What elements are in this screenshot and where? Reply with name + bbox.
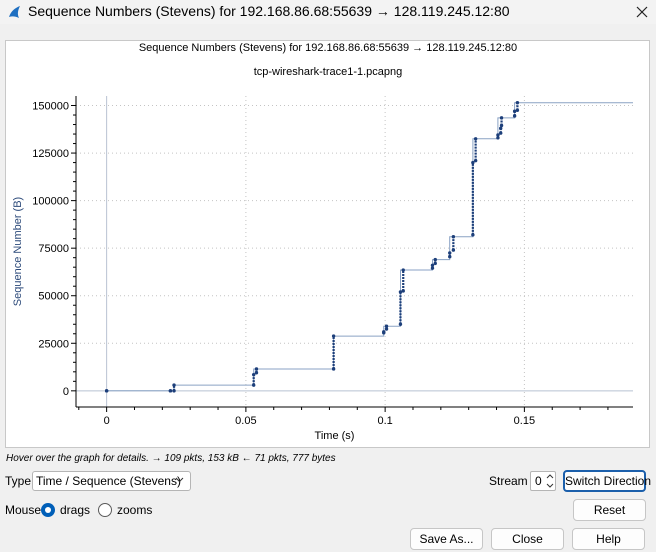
packet-point <box>251 383 256 387</box>
drags-radio[interactable] <box>41 503 55 517</box>
type-select-value: Time / Sequence (Stevens) <box>36 474 181 488</box>
packet-point <box>172 389 176 393</box>
packet-point <box>471 233 475 237</box>
packet-point <box>499 131 503 135</box>
packet-point <box>499 116 504 120</box>
packet-point <box>398 290 403 294</box>
packet-point <box>473 137 478 141</box>
type-select[interactable]: Time / Sequence (Stevens) <box>32 471 191 491</box>
packet-point <box>398 322 403 326</box>
packet-point <box>172 383 176 387</box>
packet-point <box>384 327 389 331</box>
x-tick-label: 0.1 <box>377 415 392 427</box>
y-tick-label: 75000 <box>38 243 69 255</box>
type-label: Type <box>5 474 32 488</box>
stream-value: 0 <box>535 474 542 488</box>
x-axis-label: Time (s) <box>315 430 355 442</box>
spin-up-icon[interactable] <box>545 472 555 481</box>
packet-point <box>401 289 405 293</box>
packet-point <box>331 367 336 371</box>
save-as-button[interactable]: Save As... <box>410 528 483 550</box>
close-button[interactable]: Close <box>491 528 564 550</box>
packet-point <box>433 261 437 266</box>
packet-point <box>496 133 500 137</box>
help-button[interactable]: Help <box>572 528 645 550</box>
packet-point <box>451 235 456 239</box>
mouse-label: Mouse <box>5 503 42 517</box>
packet-point <box>433 257 437 262</box>
stream-spinbox[interactable]: 0 <box>530 471 556 491</box>
packet-point <box>382 331 386 335</box>
stream-label: Stream <box>489 474 528 488</box>
hover-hint: Hover over the graph for details. → 109 … <box>6 453 336 464</box>
zooms-label[interactable]: zooms <box>117 503 153 517</box>
y-tick-label: 150000 <box>32 101 69 113</box>
packet-point <box>451 248 456 252</box>
packet-point <box>471 160 475 165</box>
y-axis-label: Sequence Number (B) <box>12 197 24 306</box>
packet-point <box>401 268 405 272</box>
packet-point <box>515 100 520 105</box>
packet-point <box>168 389 173 393</box>
chevron-down-icon <box>175 477 184 483</box>
reset-button[interactable]: Reset <box>573 499 646 521</box>
title-bar: Sequence Numbers (Stevens) for 192.168.8… <box>0 0 656 24</box>
spin-down-icon[interactable] <box>545 481 555 490</box>
y-tick-label: 125000 <box>32 148 69 160</box>
x-tick-label: 0 <box>104 415 110 427</box>
chart-subtitle: tcp-wireshark-trace1-1.pcapng <box>254 66 403 78</box>
y-tick-label: 0 <box>63 386 69 398</box>
packet-point <box>254 371 259 375</box>
y-tick-label: 50000 <box>38 291 69 303</box>
packet-point <box>430 263 435 267</box>
sequence-chart[interactable]: Sequence Numbers (Stevens) for 192.168.8… <box>6 41 651 449</box>
y-tick-label: 25000 <box>38 338 69 350</box>
packet-point <box>430 266 435 270</box>
drags-label[interactable]: drags <box>60 503 91 517</box>
packet-point <box>473 158 478 163</box>
packet-point <box>496 136 500 140</box>
window-title: Sequence Numbers (Stevens) for 192.168.8… <box>28 3 510 19</box>
packet-point <box>104 389 109 393</box>
zooms-radio[interactable] <box>98 503 112 517</box>
y-tick-label: 100000 <box>32 196 69 208</box>
packet-point <box>254 367 259 371</box>
packet-point <box>331 334 336 338</box>
packet-point <box>499 126 503 131</box>
packet-point <box>251 372 256 377</box>
window-close-button[interactable] <box>628 0 656 24</box>
x-tick-label: 0.05 <box>235 415 256 427</box>
packet-point <box>448 255 452 259</box>
x-tick-label: 0.15 <box>514 415 535 427</box>
packet-point <box>448 251 452 255</box>
packet-point <box>384 324 389 328</box>
graph-area[interactable]: Sequence Numbers (Stevens) for 192.168.8… <box>5 40 650 448</box>
switch-direction-button[interactable]: Switch Direction <box>563 470 651 492</box>
close-icon <box>636 6 648 18</box>
packet-point <box>515 108 520 112</box>
chart-title: Sequence Numbers (Stevens) for 192.168.8… <box>139 42 517 54</box>
packet-point <box>499 123 504 128</box>
wireshark-fin-icon <box>9 6 20 18</box>
window-line <box>106 102 633 392</box>
packet-point <box>512 109 517 113</box>
packet-point <box>512 114 517 118</box>
